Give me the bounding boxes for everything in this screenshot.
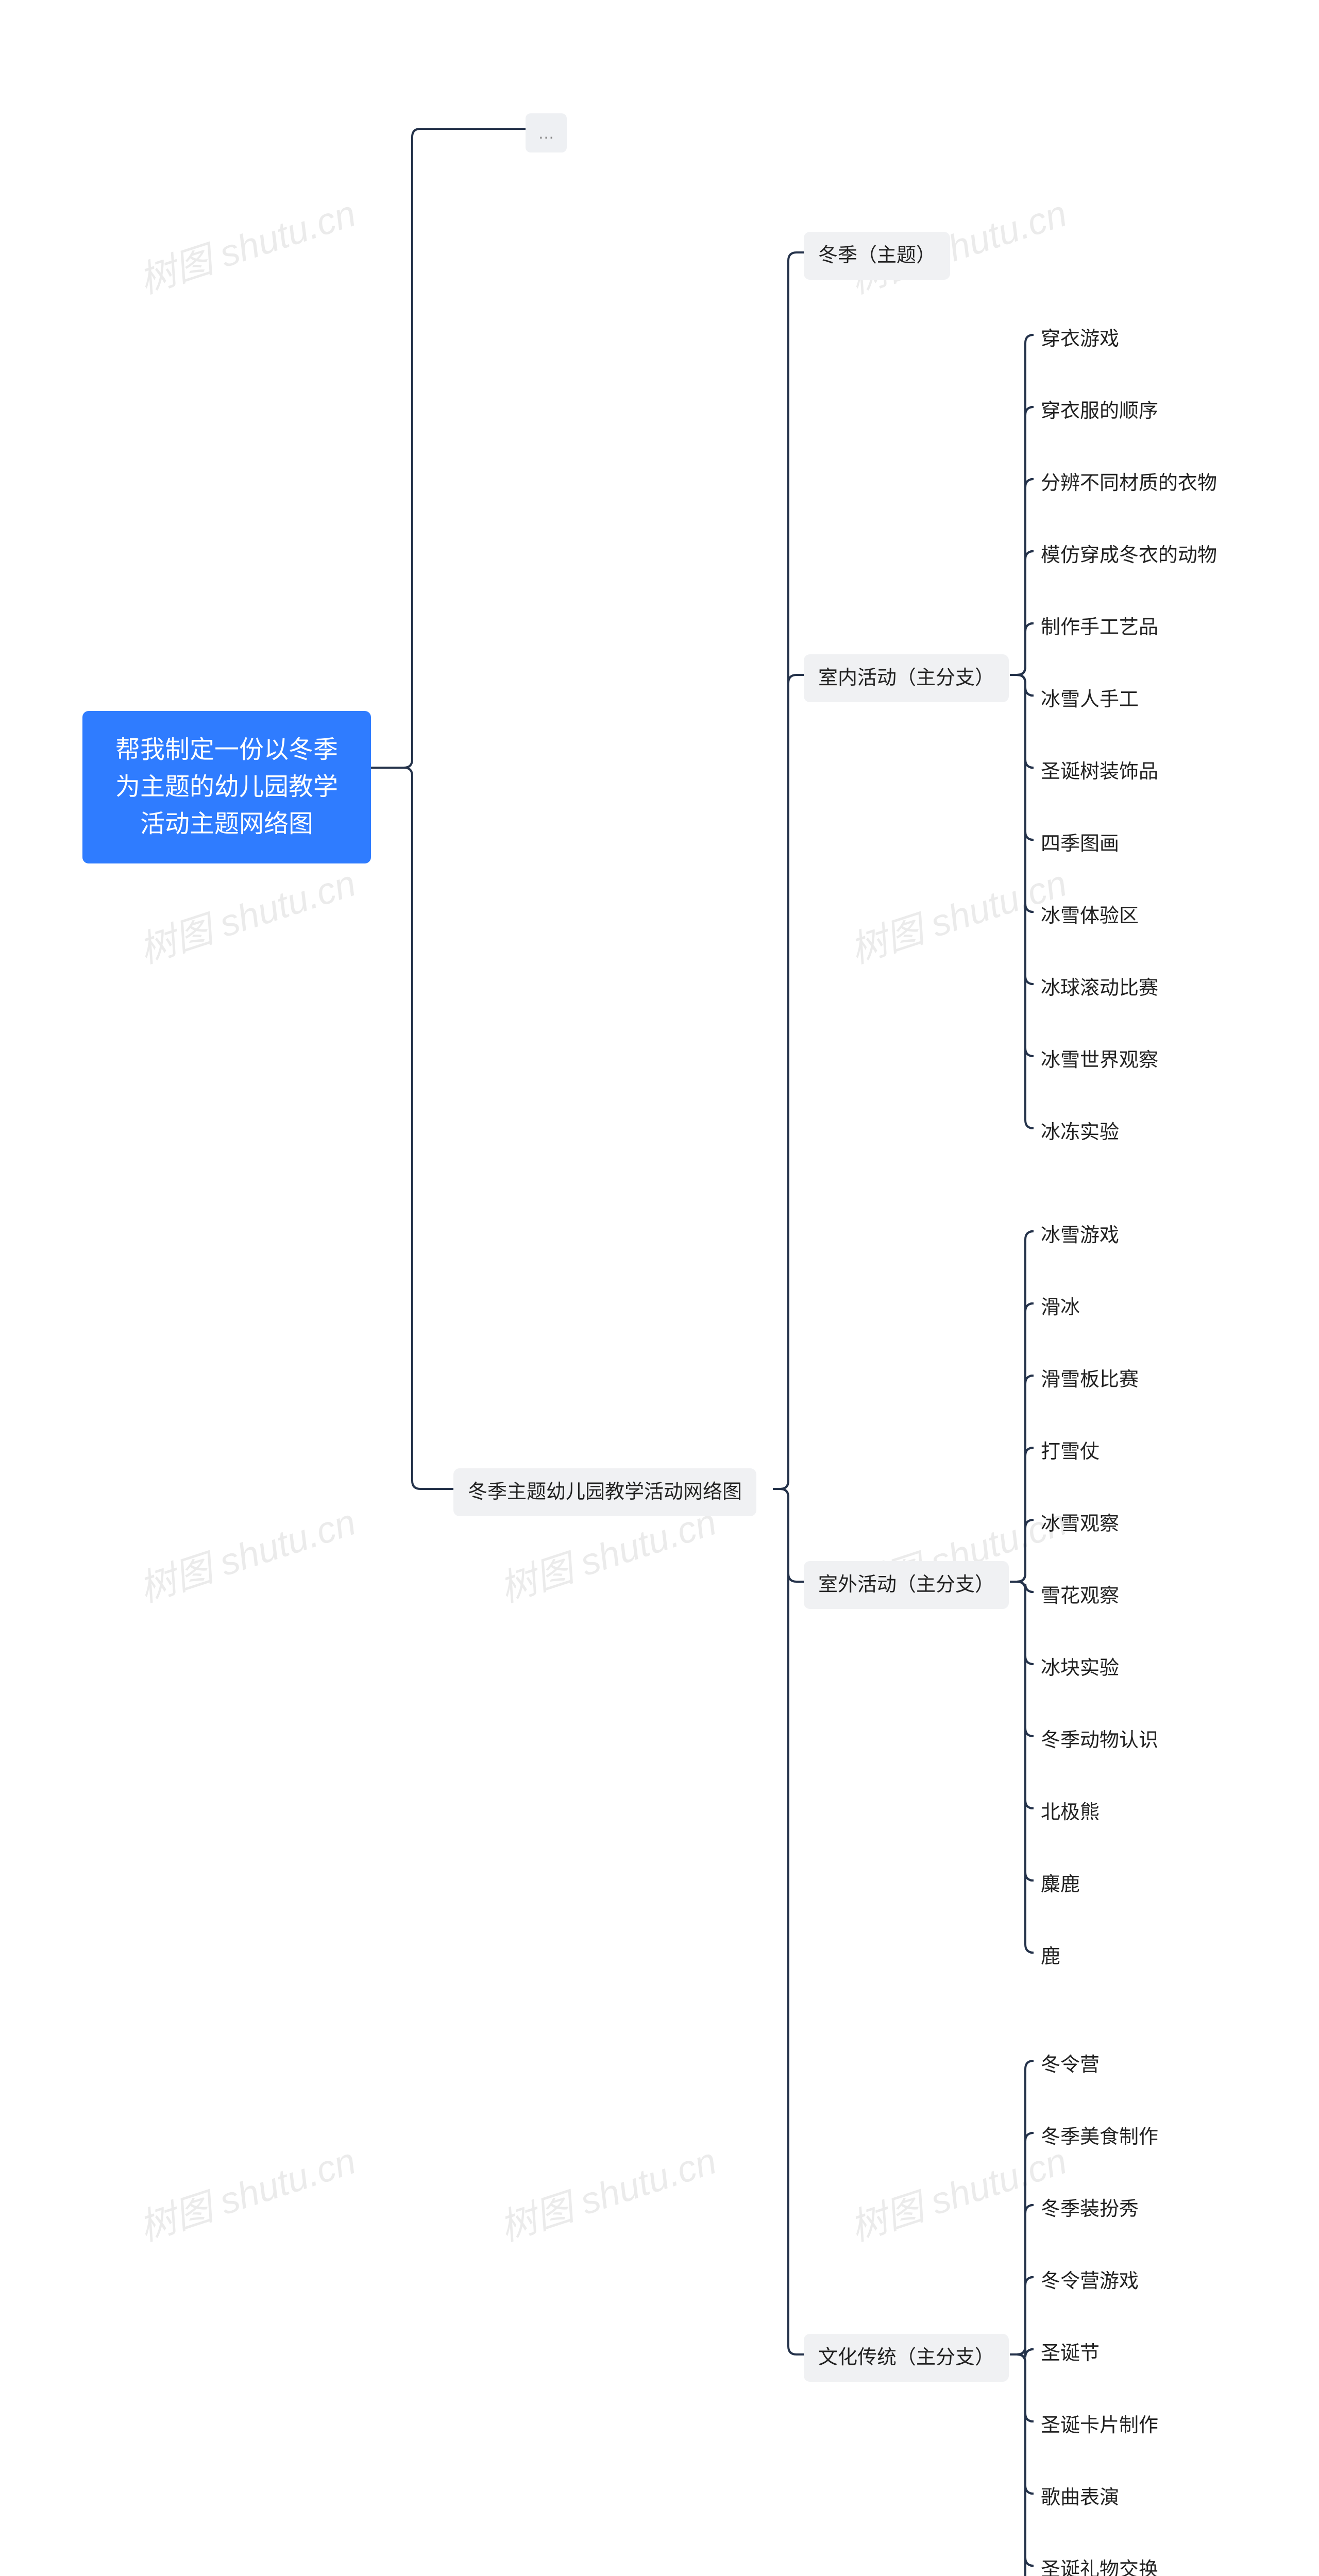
leaf-node[interactable]: 穿衣游戏 <box>1030 319 1129 359</box>
leaf-node[interactable]: 北极熊 <box>1030 1793 1110 1833</box>
leaf-node[interactable]: 鹿 <box>1030 1937 1071 1977</box>
leaf-node[interactable]: 冬季动物认识 <box>1030 1721 1169 1760</box>
leaf-node[interactable]: 滑冰 <box>1030 1288 1090 1328</box>
leaf-node[interactable]: 圣诞节 <box>1030 2334 1110 2374</box>
branch-node[interactable]: 文化传统（主分支） <box>804 2334 1009 2382</box>
leaf-node[interactable]: 冰球滚动比赛 <box>1030 969 1169 1008</box>
branch-node[interactable]: 室内活动（主分支） <box>804 654 1009 702</box>
watermark: 树图 shutu.cn <box>131 853 361 974</box>
leaf-node[interactable]: 雪花观察 <box>1030 1577 1129 1616</box>
collapse-indicator[interactable]: … <box>526 113 567 152</box>
watermark: 树图 shutu.cn <box>131 183 361 304</box>
leaf-node[interactable]: 歌曲表演 <box>1030 2478 1129 2518</box>
watermark: 树图 shutu.cn <box>131 1492 361 1613</box>
leaf-node[interactable]: 麋鹿 <box>1030 1865 1090 1905</box>
leaf-node[interactable]: 冰雪游戏 <box>1030 1216 1129 1256</box>
leaf-node[interactable]: 模仿穿成冬衣的动物 <box>1030 536 1227 575</box>
leaf-node[interactable]: 滑雪板比赛 <box>1030 1360 1149 1400</box>
leaf-node[interactable]: 冰雪世界观察 <box>1030 1041 1169 1080</box>
leaf-node[interactable]: 冰雪观察 <box>1030 1504 1129 1544</box>
leaf-node[interactable]: 冰冻实验 <box>1030 1113 1129 1153</box>
leaf-node[interactable]: 冬令营 <box>1030 2045 1110 2085</box>
leaf-node[interactable]: 冬季装扮秀 <box>1030 2190 1149 2229</box>
leaf-node[interactable]: 分辨不同材质的衣物 <box>1030 464 1227 503</box>
leaf-node[interactable]: 冰雪体验区 <box>1030 896 1149 936</box>
leaf-node[interactable]: 圣诞礼物交换 <box>1030 2550 1169 2576</box>
level1-node[interactable]: 冬季主题幼儿园教学活动网络图 <box>453 1468 756 1516</box>
branch-node[interactable]: 冬季（主题） <box>804 232 950 280</box>
leaf-node[interactable]: 圣诞树装饰品 <box>1030 752 1169 792</box>
leaf-node[interactable]: 冰雪人手工 <box>1030 680 1149 720</box>
leaf-node[interactable]: 冬令营游戏 <box>1030 2262 1149 2301</box>
branch-node[interactable]: 室外活动（主分支） <box>804 1561 1009 1609</box>
watermark: 树图 shutu.cn <box>492 2130 722 2251</box>
leaf-node[interactable]: 穿衣服的顺序 <box>1030 392 1169 431</box>
leaf-node[interactable]: 四季图画 <box>1030 824 1129 864</box>
leaf-node[interactable]: 圣诞卡片制作 <box>1030 2406 1169 2446</box>
watermark: 树图 shutu.cn <box>131 2130 361 2251</box>
root-node[interactable]: 帮我制定一份以冬季为主题的幼儿园教学活动主题网络图 <box>82 711 371 863</box>
leaf-node[interactable]: 冬季美食制作 <box>1030 2117 1169 2157</box>
leaf-node[interactable]: 冰块实验 <box>1030 1649 1129 1688</box>
leaf-node[interactable]: 打雪仗 <box>1030 1432 1110 1472</box>
leaf-node[interactable]: 制作手工艺品 <box>1030 608 1169 648</box>
